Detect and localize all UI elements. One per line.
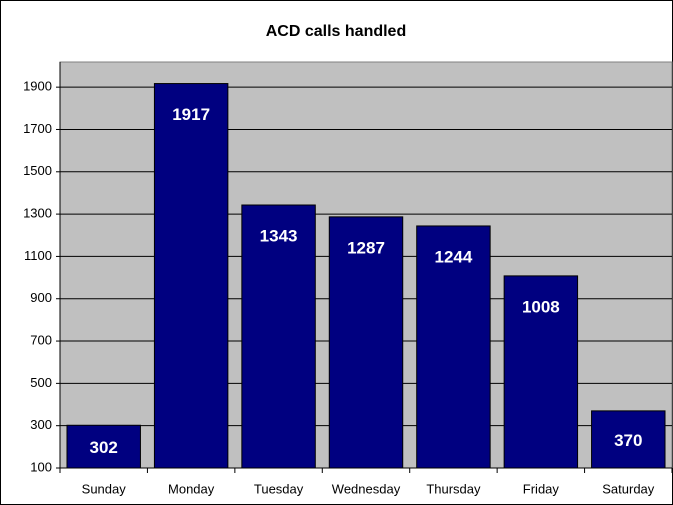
value-label: 1343 xyxy=(260,226,298,245)
value-label: 302 xyxy=(90,438,118,457)
x-tick-label: Tuesday xyxy=(254,481,304,496)
y-tick-label: 100 xyxy=(30,459,52,474)
y-tick-label: 300 xyxy=(30,417,52,432)
x-tick-label: Friday xyxy=(523,481,560,496)
y-tick-label: 700 xyxy=(30,332,52,347)
x-tick-label: Saturday xyxy=(602,481,655,496)
chart-title: ACD calls handled xyxy=(266,23,406,40)
y-tick-label: 900 xyxy=(30,290,52,305)
bar xyxy=(416,225,491,469)
bar xyxy=(503,275,579,469)
y-tick-label: 1500 xyxy=(23,163,52,178)
bar xyxy=(591,410,666,469)
value-label: 1917 xyxy=(172,105,210,124)
y-tick-label: 1700 xyxy=(23,121,52,136)
y-tick-label: 500 xyxy=(30,375,52,390)
bar xyxy=(241,204,316,469)
value-label: 1008 xyxy=(522,297,560,316)
bar xyxy=(66,424,141,469)
bar xyxy=(153,83,229,469)
x-tick-label: Monday xyxy=(168,481,215,496)
x-tick-label: Wednesday xyxy=(332,481,401,496)
y-tick-label: 1900 xyxy=(23,79,52,94)
bar xyxy=(328,216,404,469)
value-label: 1244 xyxy=(435,247,473,266)
value-label: 370 xyxy=(614,431,642,450)
x-tick-label: Sunday xyxy=(82,481,127,496)
value-label: 1287 xyxy=(347,238,385,257)
y-tick-label: 1100 xyxy=(24,248,52,263)
y-tick-label: 1300 xyxy=(23,206,52,221)
x-tick-label: Thursday xyxy=(426,481,481,496)
